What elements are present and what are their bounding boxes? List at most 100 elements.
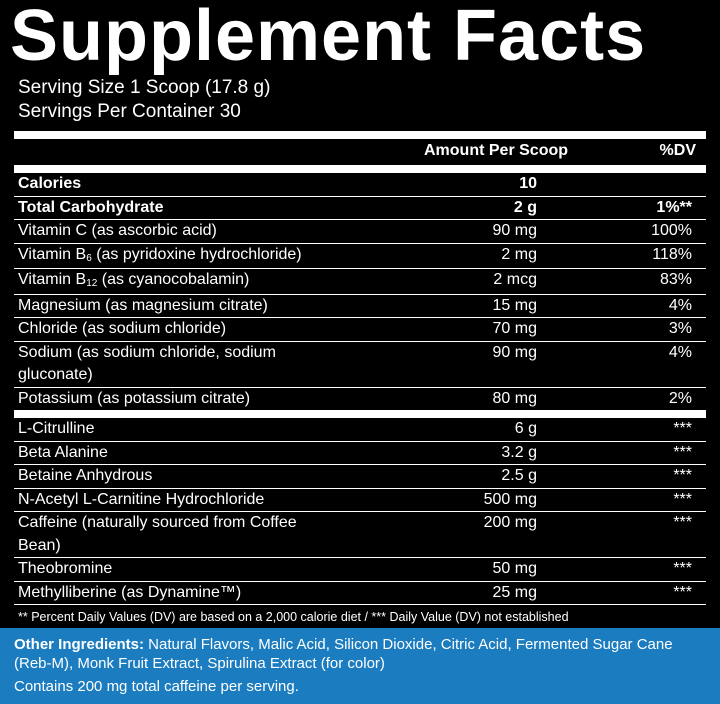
amount: 200 mg bbox=[483, 514, 537, 531]
amount: 6 g bbox=[514, 420, 537, 437]
nutrient-name: Calories bbox=[14, 173, 318, 196]
name: L-Citrulline bbox=[18, 420, 95, 437]
nutrient-name: Vitamin B6 (as pyridoxine hydrochloride) bbox=[14, 244, 318, 269]
name: Chloride (as sodium chloride) bbox=[18, 320, 227, 337]
name: Betaine Anhydrous bbox=[18, 467, 153, 484]
name-detail: (as cyanocobalamin) bbox=[97, 271, 250, 288]
nutrient-name: Caffeine (naturally sourced from Coffee … bbox=[14, 512, 318, 557]
daily-value: 118% bbox=[652, 245, 692, 263]
divider bbox=[14, 165, 706, 173]
subscript: 6 bbox=[86, 252, 92, 264]
daily-value: 1%** bbox=[656, 198, 692, 216]
row: Calories 10 bbox=[14, 173, 706, 196]
nutrient-name: L-Citrulline bbox=[14, 418, 318, 441]
amount: 2 mg bbox=[501, 245, 537, 263]
daily-value: *** bbox=[673, 583, 692, 601]
row: Methylliberine (as Dynamine™) 25 mg *** bbox=[14, 580, 706, 605]
nutrient-name: Beta Alanine bbox=[14, 442, 318, 465]
row: Vitamin B6 (as pyridoxine hydrochloride)… bbox=[14, 242, 706, 269]
row: Sodium (as sodium chloride, sodium gluco… bbox=[14, 340, 706, 387]
name: Vitamin C (as ascorbic acid) bbox=[18, 222, 217, 239]
amount: 3.2 g bbox=[501, 443, 537, 461]
other-info: Other Ingredients: Natural Flavors, Mali… bbox=[0, 628, 720, 704]
column-header: Amount Per Scoop %DV bbox=[14, 139, 706, 163]
facts-panel: Supplement Facts Serving Size 1 Scoop (1… bbox=[0, 0, 720, 629]
name: Beta Alanine bbox=[18, 443, 108, 461]
serving-size: Serving Size 1 Scoop (17.8 g) bbox=[18, 77, 271, 98]
amount: 2 g bbox=[513, 198, 537, 216]
title: Supplement Facts bbox=[10, 0, 647, 76]
caffeine-statement: Contains 200 mg total caffeine per servi… bbox=[14, 678, 299, 695]
subscript: 12 bbox=[86, 278, 98, 289]
nutrient-name: Theobromine bbox=[14, 558, 318, 581]
daily-value: *** bbox=[673, 560, 692, 577]
name: Vitamin B bbox=[18, 245, 87, 263]
daily-value: *** bbox=[673, 490, 692, 508]
row: Betaine Anhydrous 2.5 g *** bbox=[14, 464, 706, 488]
name: Vitamin B bbox=[18, 271, 87, 288]
row: Potassium (as potassium citrate) 80 mg 2% bbox=[14, 386, 706, 411]
nutrient-name: Betaine Anhydrous bbox=[14, 465, 318, 488]
name: Total Carbohydrate bbox=[18, 198, 164, 216]
name: Theobromine bbox=[18, 560, 113, 577]
other-ingredients-label: Other Ingredients: bbox=[14, 636, 145, 653]
row: Vitamin B12 (as cyanocobalamin) 2 mcg 83% bbox=[14, 268, 706, 294]
amount: 10 bbox=[519, 175, 537, 192]
daily-value: 83% bbox=[659, 271, 692, 288]
footnote: ** Percent Daily Values (DV) are based o… bbox=[14, 604, 706, 629]
nutrient-name: Total Carbohydrate bbox=[14, 197, 318, 220]
amount: 500 mg bbox=[483, 490, 537, 508]
amount: 80 mg bbox=[492, 389, 537, 407]
row: Theobromine 50 mg *** bbox=[14, 557, 706, 581]
row: Caffeine (naturally sourced from Coffee … bbox=[14, 511, 706, 557]
divider bbox=[14, 131, 706, 139]
row: Vitamin C (as ascorbic acid) 90 mg 100% bbox=[14, 219, 706, 243]
servings-per-container: Servings Per Container 30 bbox=[18, 101, 241, 122]
daily-value: *** bbox=[673, 420, 692, 437]
amount: 50 mg bbox=[492, 560, 537, 577]
nutrient-name: N-Acetyl L-Carnitine Hydrochloride bbox=[14, 489, 318, 512]
nutrient-name: Vitamin B12 (as cyanocobalamin) bbox=[14, 269, 318, 294]
name: Calories bbox=[18, 175, 82, 192]
name: Potassium (as potassium citrate) bbox=[18, 389, 251, 407]
other-ingredients: Other Ingredients: Natural Flavors, Mali… bbox=[14, 635, 706, 673]
nutrient-name: Sodium (as sodium chloride, sodium gluco… bbox=[14, 342, 318, 387]
row: N-Acetyl L-Carnitine Hydrochloride 500 mg… bbox=[14, 487, 706, 512]
dv-header: %DV bbox=[659, 142, 696, 159]
row: L-Citrulline 6 g *** bbox=[14, 418, 706, 441]
daily-value: *** bbox=[673, 467, 692, 484]
divider bbox=[14, 410, 706, 418]
row: Total Carbohydrate 2 g 1%** bbox=[14, 195, 706, 220]
name: Caffeine (naturally sourced from Coffee … bbox=[18, 514, 297, 554]
amount: 25 mg bbox=[492, 583, 537, 601]
row: Beta Alanine 3.2 g *** bbox=[14, 440, 706, 465]
name: Sodium (as sodium chloride, sodium gluco… bbox=[18, 343, 276, 384]
amount: 2.5 g bbox=[501, 467, 537, 484]
daily-value: 4% bbox=[668, 343, 692, 361]
other-ingredients-text: Natural Flavors, Malic Acid, Silicon Dio… bbox=[14, 636, 673, 672]
daily-value: *** bbox=[673, 443, 692, 461]
amount: 90 mg bbox=[492, 222, 537, 239]
nutrient-name: Potassium (as potassium citrate) bbox=[14, 388, 318, 411]
row: Chloride (as sodium chloride) 70 mg 3% bbox=[14, 317, 706, 341]
daily-value: 4% bbox=[668, 296, 692, 314]
nutrient-name: Magnesium (as magnesium citrate) bbox=[14, 295, 318, 318]
row: Magnesium (as magnesium citrate) 15 mg 4% bbox=[14, 293, 706, 318]
sections: Calories 10 Total Carbohydrate 2 g 1%** Vitam… bbox=[0, 165, 720, 604]
nutrient-name: Methylliberine (as Dynamine™) bbox=[14, 582, 318, 605]
amount: 70 mg bbox=[492, 320, 537, 337]
amount: 90 mg bbox=[492, 343, 537, 361]
nutrient-name: Chloride (as sodium chloride) bbox=[14, 318, 318, 341]
nutrient-name: Vitamin C (as ascorbic acid) bbox=[14, 220, 318, 243]
name: Magnesium (as magnesium citrate) bbox=[18, 296, 268, 314]
amount: 15 mg bbox=[492, 296, 537, 314]
name: Methylliberine (as Dynamine™) bbox=[18, 583, 242, 601]
name-detail: (as pyridoxine hydrochloride) bbox=[91, 245, 302, 263]
amount-header: Amount Per Scoop bbox=[424, 142, 569, 159]
amount: 2 mcg bbox=[493, 271, 537, 288]
daily-value: 100% bbox=[651, 222, 692, 239]
name: N-Acetyl L-Carnitine Hydrochloride bbox=[18, 490, 265, 508]
daily-value: 3% bbox=[668, 320, 692, 337]
daily-value: 2% bbox=[668, 389, 692, 407]
